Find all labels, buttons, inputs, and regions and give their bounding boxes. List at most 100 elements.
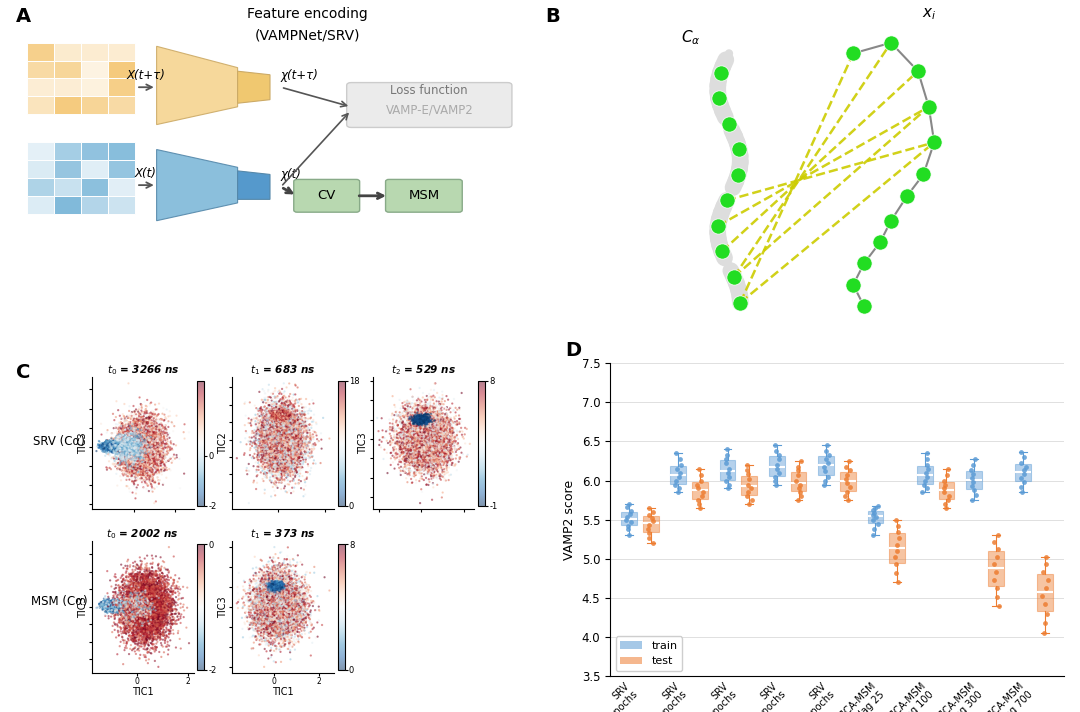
Point [265, 439, 282, 451]
Point [273, 583, 291, 595]
Point [137, 412, 154, 424]
Point [254, 424, 271, 435]
Point [145, 612, 162, 624]
Point [100, 443, 118, 454]
Point [94, 440, 111, 451]
Point [276, 610, 294, 622]
Point [421, 454, 438, 465]
Point [428, 422, 445, 434]
Point [152, 580, 170, 591]
Point [103, 443, 120, 454]
Point [273, 408, 291, 419]
Point [254, 410, 271, 422]
Point [400, 411, 417, 422]
Point [260, 600, 278, 611]
Point [257, 622, 274, 634]
Point [285, 585, 302, 596]
Point [261, 582, 279, 593]
Point [147, 590, 164, 601]
Point [131, 437, 148, 449]
Point [99, 600, 117, 612]
Point [103, 599, 120, 610]
Point [273, 617, 291, 628]
Point [124, 443, 141, 454]
Point [139, 442, 157, 454]
Point [296, 426, 313, 437]
Point [288, 587, 306, 599]
Point [271, 429, 288, 441]
Point [273, 625, 291, 637]
Point [278, 486, 295, 497]
Point [126, 442, 144, 454]
Point [130, 430, 147, 441]
Point [118, 445, 135, 456]
Point [280, 605, 297, 617]
Point [122, 440, 139, 451]
Point [139, 446, 157, 458]
Point [127, 608, 145, 619]
Point [146, 607, 163, 619]
Point [264, 431, 281, 443]
Point [156, 433, 173, 444]
Point [255, 609, 272, 620]
Point [268, 430, 285, 441]
Point [147, 459, 164, 471]
Point [419, 436, 436, 447]
Point [430, 434, 447, 445]
Point [403, 437, 420, 449]
Point [139, 463, 157, 474]
Point [417, 412, 434, 424]
Point [138, 439, 156, 450]
Point [268, 579, 285, 590]
Point [401, 454, 418, 466]
Point [270, 413, 287, 424]
Point [137, 600, 154, 611]
Point [124, 572, 141, 583]
Point [151, 609, 168, 620]
Point [158, 609, 175, 621]
Point [135, 439, 152, 450]
Point [154, 630, 172, 642]
Point [242, 604, 259, 616]
Point [146, 583, 163, 595]
Point [123, 434, 140, 446]
Point [264, 462, 281, 473]
Point [270, 450, 287, 461]
Point [264, 581, 281, 592]
Point [131, 601, 148, 612]
Point [417, 422, 434, 433]
Point [139, 614, 157, 626]
Point [276, 436, 294, 447]
Point [280, 431, 297, 442]
Point [123, 600, 140, 611]
Point [279, 433, 296, 444]
Point [129, 629, 146, 641]
Point [266, 436, 283, 447]
Point [105, 601, 122, 612]
Point [402, 396, 419, 407]
Point [273, 579, 291, 590]
Point [285, 433, 302, 444]
Point [274, 600, 292, 612]
Point [109, 604, 126, 616]
Point [124, 592, 141, 604]
Point [419, 425, 436, 436]
Point [286, 407, 303, 419]
Point [153, 629, 171, 640]
Point [281, 435, 298, 446]
Point [151, 446, 168, 458]
Point [262, 411, 280, 422]
Point [247, 427, 265, 439]
Point [140, 594, 158, 605]
Point [123, 439, 140, 451]
Point [274, 607, 292, 619]
Point [271, 626, 288, 637]
Point [288, 430, 306, 441]
Point [152, 441, 170, 452]
Point [270, 609, 287, 621]
Point [402, 409, 419, 421]
Point [410, 417, 428, 429]
Point [257, 605, 274, 617]
Point [138, 611, 156, 622]
Point [134, 422, 151, 434]
